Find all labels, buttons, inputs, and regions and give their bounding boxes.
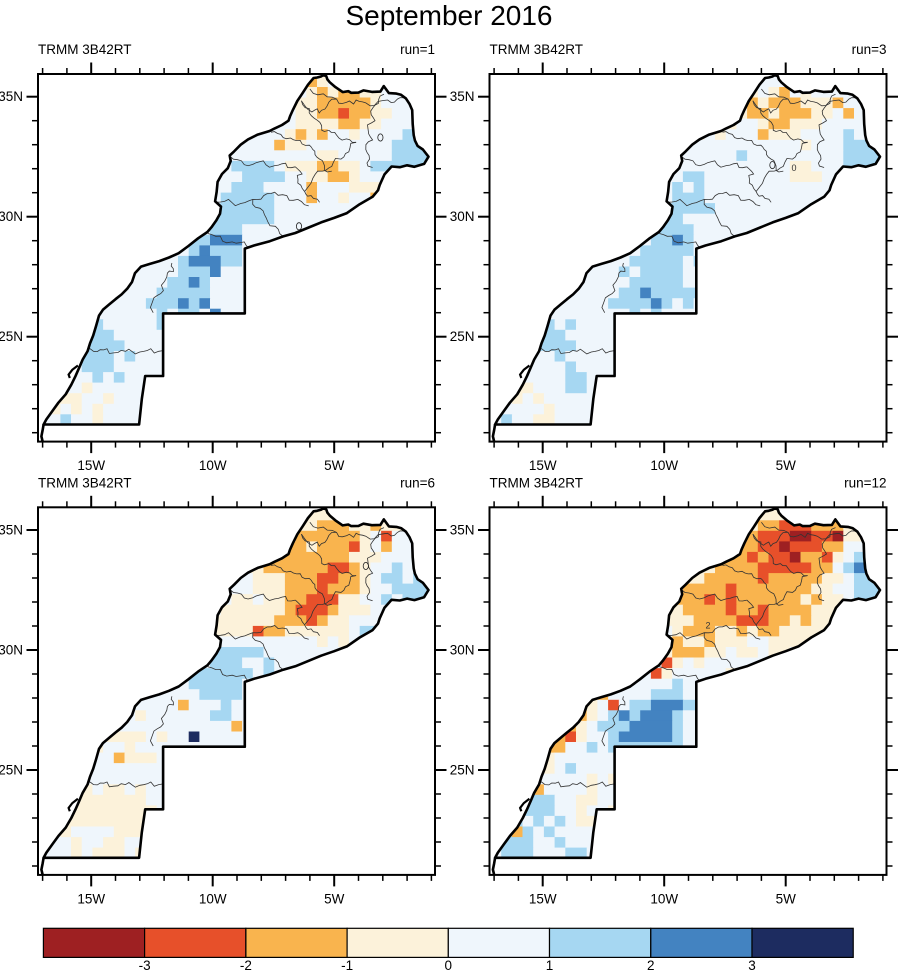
svg-text:0: 0 — [792, 163, 797, 173]
svg-text:5W: 5W — [324, 891, 345, 906]
svg-text:15W: 15W — [529, 458, 557, 473]
svg-text:35N: 35N — [0, 89, 23, 104]
svg-text:run=12: run=12 — [844, 475, 886, 490]
svg-text:3: 3 — [748, 958, 756, 973]
svg-text:1: 1 — [546, 958, 554, 973]
svg-text:30N: 30N — [0, 209, 23, 224]
svg-text:run=6: run=6 — [400, 475, 435, 490]
svg-text:30N: 30N — [450, 643, 475, 658]
svg-text:10W: 10W — [199, 891, 227, 906]
svg-text:30N: 30N — [450, 209, 475, 224]
svg-text:15W: 15W — [77, 891, 105, 906]
svg-text:35N: 35N — [450, 89, 475, 104]
svg-text:TRMM 3B42RT: TRMM 3B42RT — [38, 475, 132, 490]
svg-text:5W: 5W — [324, 458, 345, 473]
svg-text:35N: 35N — [450, 523, 475, 538]
svg-text:-3: -3 — [139, 958, 151, 973]
svg-text:TRMM 3B42RT: TRMM 3B42RT — [38, 42, 132, 57]
svg-text:25N: 25N — [0, 329, 23, 344]
svg-text:September 2016: September 2016 — [345, 0, 552, 31]
svg-text:35N: 35N — [0, 523, 23, 538]
svg-text:10W: 10W — [650, 458, 678, 473]
svg-text:10W: 10W — [650, 891, 678, 906]
svg-text:TRMM 3B42RT: TRMM 3B42RT — [490, 475, 584, 490]
svg-text:15W: 15W — [77, 458, 105, 473]
svg-text:0: 0 — [445, 958, 453, 973]
svg-text:5W: 5W — [776, 458, 797, 473]
svg-text:-1: -1 — [341, 958, 353, 973]
svg-text:25N: 25N — [0, 763, 23, 778]
svg-text:15W: 15W — [529, 891, 557, 906]
svg-text:TRMM 3B42RT: TRMM 3B42RT — [490, 42, 584, 57]
svg-text:-2: -2 — [240, 958, 252, 973]
svg-text:25N: 25N — [450, 763, 475, 778]
svg-text:2: 2 — [706, 620, 711, 630]
svg-text:run=3: run=3 — [852, 42, 887, 57]
svg-text:5W: 5W — [776, 891, 797, 906]
svg-text:25N: 25N — [450, 329, 475, 344]
svg-text:30N: 30N — [0, 643, 23, 658]
svg-text:2: 2 — [647, 958, 655, 973]
svg-text:10W: 10W — [199, 458, 227, 473]
svg-text:run=1: run=1 — [400, 42, 435, 57]
